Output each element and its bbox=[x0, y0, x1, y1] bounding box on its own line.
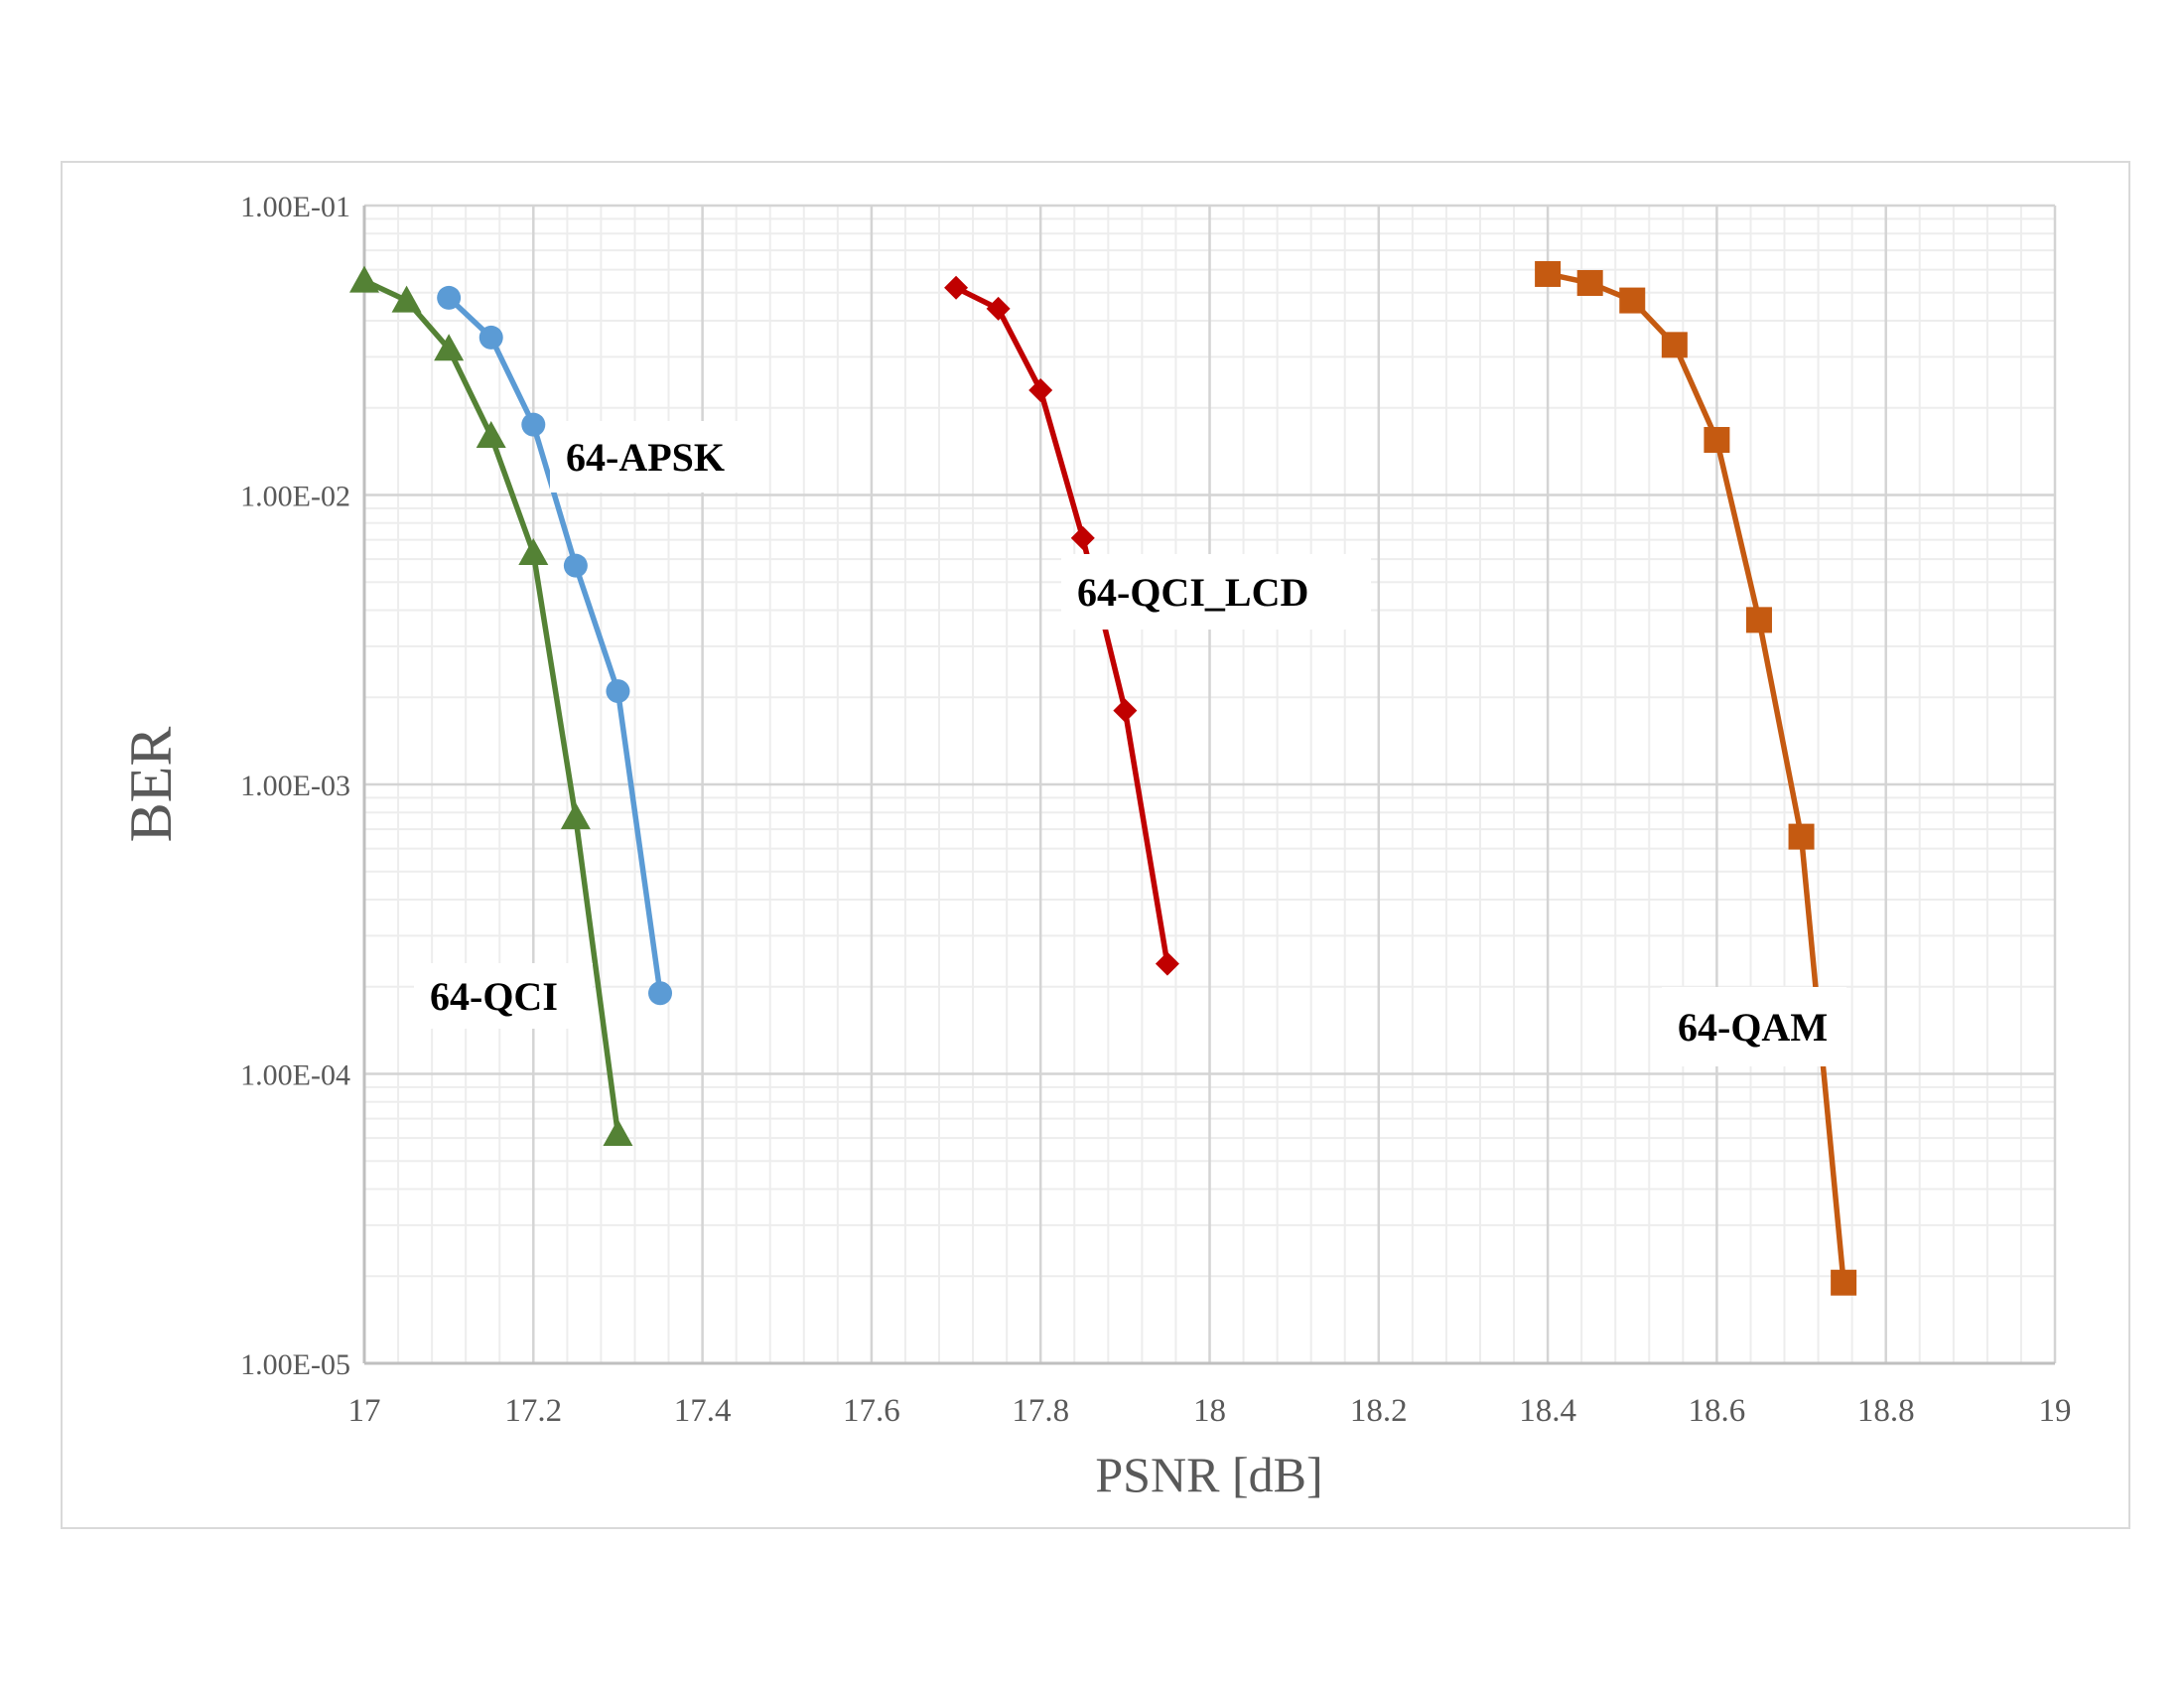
y-tick-label: 1.00E-05 bbox=[240, 1348, 350, 1381]
x-tick-label: 18.2 bbox=[1350, 1393, 1408, 1429]
data-point-64-qci-lcd bbox=[1070, 525, 1095, 550]
data-point-64-qci-lcd bbox=[986, 296, 1011, 321]
x-tick-label: 18.4 bbox=[1519, 1393, 1576, 1429]
data-point-64-qci-lcd bbox=[944, 275, 969, 300]
data-point-64-qam bbox=[1831, 1269, 1857, 1296]
x-tick-label: 17.4 bbox=[674, 1393, 732, 1429]
x-tick-labels: 17 17.2 17.4 17.6 17.8 18 18.2 18.4 18.6 18.8 19 bbox=[348, 1393, 2072, 1429]
data-point-64-qam bbox=[1619, 287, 1646, 314]
series-label-64-qci-lcd: 64-QCI_LCD bbox=[1077, 570, 1308, 615]
data-point-64-qam bbox=[1535, 260, 1562, 287]
y-tick-label: 1.00E-01 bbox=[240, 191, 350, 223]
x-tick-label: 17 bbox=[348, 1393, 381, 1429]
series-label-box-64-apsk bbox=[550, 421, 760, 492]
data-point-64-qci-lcd bbox=[1155, 951, 1179, 976]
series-markers bbox=[349, 260, 1857, 1296]
data-point-64-qci bbox=[434, 334, 465, 361]
data-point-64-apsk bbox=[521, 412, 546, 437]
series-labels: 64-QCI 64-APSK 64-QCI_LCD 64-QAM bbox=[414, 421, 1846, 1066]
x-tick-label: 17.2 bbox=[504, 1393, 562, 1429]
data-point-64-qci bbox=[560, 802, 591, 830]
data-point-64-qci bbox=[391, 285, 422, 313]
data-point-64-qci-lcd bbox=[1028, 378, 1053, 403]
y-tick-label: 1.00E-04 bbox=[240, 1059, 350, 1092]
series-label-64-qci: 64-QCI bbox=[430, 974, 558, 1019]
series-label-64-apsk: 64-APSK bbox=[566, 435, 725, 480]
plot-axes bbox=[362, 206, 2055, 1365]
data-point-64-qci bbox=[349, 265, 379, 293]
data-point-64-qam bbox=[1704, 427, 1730, 454]
x-tick-label: 19 bbox=[2039, 1393, 2072, 1429]
x-tick-label: 17.8 bbox=[1012, 1393, 1069, 1429]
data-point-64-apsk bbox=[478, 325, 503, 350]
data-point-64-qam bbox=[1661, 332, 1688, 358]
data-point-64-apsk bbox=[563, 553, 588, 578]
data-point-64-qci bbox=[603, 1119, 633, 1147]
y-axis-title: BER bbox=[118, 727, 184, 843]
x-tick-label: 17.6 bbox=[843, 1393, 900, 1429]
x-tick-label: 18.6 bbox=[1689, 1393, 1746, 1429]
series-label-box-64-qci bbox=[414, 963, 593, 1029]
series-line-64-qam bbox=[1547, 271, 1846, 1284]
data-point-64-qci-lcd bbox=[1113, 698, 1138, 723]
x-tick-label: 18 bbox=[1193, 1393, 1226, 1429]
data-point-64-apsk bbox=[606, 679, 630, 704]
data-point-64-qam bbox=[1576, 270, 1603, 297]
data-point-64-qam bbox=[1745, 607, 1772, 633]
data-point-64-qci bbox=[518, 537, 549, 565]
x-axis-title: PSNR [dB] bbox=[1095, 1447, 1322, 1502]
x-tick-label: 18.8 bbox=[1857, 1393, 1915, 1429]
y-tick-label: 1.00E-02 bbox=[240, 481, 350, 513]
data-point-64-apsk bbox=[648, 981, 673, 1006]
data-point-64-qam bbox=[1788, 823, 1815, 850]
y-tick-label: 1.00E-03 bbox=[240, 770, 350, 802]
y-tick-labels: 1.00E-01 1.00E-02 1.00E-03 1.00E-04 1.00E-05 bbox=[240, 191, 350, 1381]
series-label-box-64-qci-lcd bbox=[1061, 554, 1371, 630]
series-label-64-qam: 64-QAM bbox=[1678, 1005, 1828, 1050]
data-point-64-apsk bbox=[437, 285, 462, 310]
series-label-box-64-qam bbox=[1662, 987, 1846, 1066]
data-point-64-qci bbox=[476, 420, 506, 448]
